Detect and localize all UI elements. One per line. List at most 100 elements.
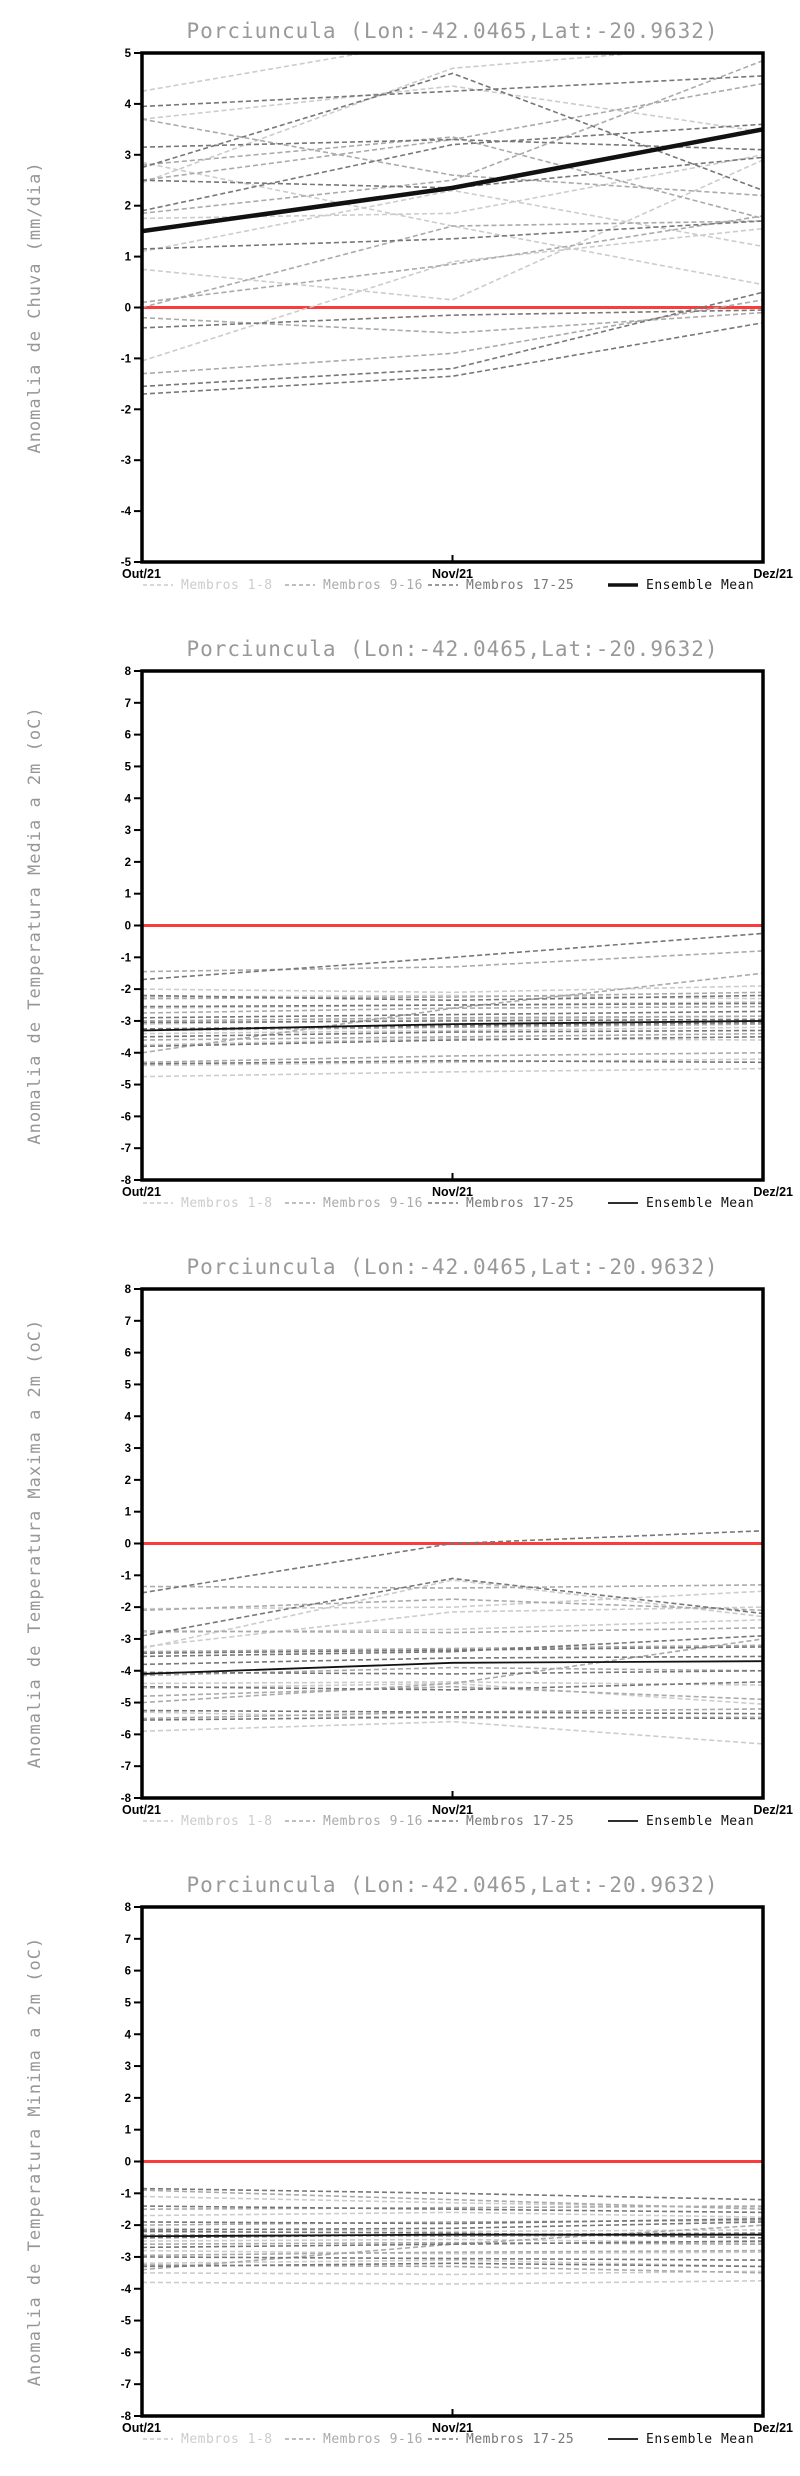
plot-border (140, 1905, 765, 2418)
ensemble-member-line (142, 950, 763, 973)
x-tick-label: Dez/21 (753, 1185, 793, 1199)
chart-title: Porciuncula (Lon:-42.0465,Lat:-20.9632) (186, 19, 718, 43)
ensemble-member-line (142, 2187, 763, 2201)
ensemble-member-line (142, 2217, 763, 2225)
y-tick-label: 8 (125, 1284, 132, 1296)
legend-label: Membros 17-25 (466, 1814, 574, 1829)
y-tick-label: 8 (125, 1902, 132, 1914)
ensemble-member-line (142, 2219, 763, 2226)
ensemble-member-line (142, 321, 763, 395)
y-tick-label: 4 (125, 99, 132, 111)
ensemble-member-line (142, 1059, 763, 1065)
ensemble-member-line (142, 1627, 763, 1634)
y-tick-label: -6 (121, 2347, 131, 2359)
x-tick-label: Nov/21 (432, 2421, 473, 2435)
ensemble-member-line (142, 1709, 763, 1715)
y-tick-label: -8 (121, 1793, 132, 1805)
y-tick-label: 1 (125, 252, 132, 264)
legend-label: Membros 9-16 (323, 2432, 423, 2447)
y-tick-label: 3 (125, 825, 131, 837)
chart-anomalia-temperatura-minima: Porciuncula (Lon:-42.0465,Lat:-20.9632) A… (0, 1854, 800, 2472)
y-tick-label: 0 (125, 2157, 131, 2169)
ensemble-member-line (142, 1720, 763, 1745)
chart-canvas: Porciuncula (Lon:-42.0465,Lat:-20.9632) A… (25, 637, 793, 1211)
legend-label: Membros 17-25 (466, 1196, 574, 1211)
ensemble-member-line (142, 82, 763, 182)
x-tick-label: Out/21 (122, 2421, 161, 2435)
y-tick-label: 5 (125, 1379, 132, 1391)
y-tick-label: -3 (121, 1634, 131, 1646)
ensemble-member-line (142, 159, 763, 301)
y-tick-label: 2 (125, 2093, 131, 2105)
y-tick-label: -1 (121, 353, 132, 365)
ensemble-member-line (142, 72, 763, 192)
ensemble-member-line (142, 75, 763, 108)
ensemble-member-line (142, 2256, 763, 2261)
legend-label: Membros 1-8 (181, 1814, 273, 1829)
ensemble-member-line (142, 985, 763, 994)
ensemble-member-line (142, 1058, 763, 1067)
y-tick-label: 6 (125, 1348, 131, 1360)
ensemble-member-line (142, 1711, 763, 1720)
y-tick-label: -3 (121, 2252, 131, 2264)
ensemble-member-line (142, 1015, 763, 1025)
legend-label: Ensemble Mean (646, 578, 754, 593)
ensemble-member-line (142, 1010, 763, 1019)
y-tick-label: -4 (121, 1666, 132, 1678)
y-tick-label: -5 (121, 557, 132, 569)
ensemble-member-line (142, 220, 763, 309)
ensemble-member-line (142, 2262, 763, 2268)
ensemble-member-line (142, 189, 763, 253)
ensemble-member-line (142, 1682, 763, 1705)
ensemble-member-line (142, 994, 763, 1000)
ensemble-member-line (142, 1023, 763, 1032)
y-tick-label: 4 (125, 1411, 132, 1423)
legend-label: Ensemble Mean (646, 1196, 754, 1211)
ensemble-member-line (142, 154, 763, 220)
y-tick-label: 0 (125, 1539, 131, 1551)
ensemble-member-line (142, 1029, 763, 1038)
y-tick-label: 7 (125, 698, 131, 710)
y-tick-label: -6 (121, 1111, 131, 1123)
ensemble-mean-line (142, 1020, 763, 1032)
ensemble-member-line (142, 1529, 763, 1594)
ensemble-member-line (142, 2264, 763, 2274)
y-tick-label: 1 (125, 2125, 132, 2137)
y-tick-label: -8 (121, 1175, 132, 1187)
ensemble-member-line (142, 2238, 763, 2244)
y-tick-label: 6 (125, 730, 131, 742)
ensemble-member-line (142, 1634, 763, 1658)
ensemble-member-line (142, 2240, 763, 2249)
ensemble-member-line (142, 59, 763, 215)
ensemble-member-line (142, 2249, 763, 2257)
chart-title: Porciuncula (Lon:-42.0465,Lat:-20.9632) (186, 1255, 718, 1279)
ensemble-member-line (142, 1579, 763, 1650)
ensemble-member-line (142, 1032, 763, 1041)
y-tick-label: -3 (121, 455, 131, 467)
legend-label: Membros 17-25 (466, 578, 574, 593)
ensemble-member-line (142, 291, 763, 388)
y-tick-label: 4 (125, 793, 132, 805)
y-tick-label: 5 (125, 1997, 132, 2009)
ensemble-member-line (142, 1577, 763, 1637)
y-tick-label: 5 (125, 761, 132, 773)
ensemble-member-line (142, 2279, 763, 2285)
x-tick-label: Dez/21 (753, 2421, 793, 2435)
ensemble-member-line (142, 1716, 763, 1721)
y-tick-label: 8 (125, 666, 132, 678)
chart-canvas: Porciuncula (Lon:-42.0465,Lat:-20.9632) A… (25, 1873, 793, 2447)
x-tick-label: Nov/21 (432, 1803, 473, 1817)
y-tick-label: -8 (121, 2411, 132, 2423)
y-tick-label: -4 (121, 2284, 132, 2296)
ensemble-member-line (142, 1067, 763, 1078)
chart-canvas: Porciuncula (Lon:-42.0465,Lat:-20.9632) A… (25, 19, 793, 593)
ensemble-member-line (142, 2189, 763, 2211)
ensemble-member-line (142, 2270, 763, 2276)
y-tick-label: 2 (125, 857, 131, 869)
x-tick-label: Nov/21 (432, 567, 473, 581)
ensemble-member-line (142, 123, 763, 212)
y-tick-label: -4 (121, 1048, 132, 1060)
ensemble-member-line (142, 2224, 763, 2271)
legend-label: Ensemble Mean (646, 2432, 754, 2447)
